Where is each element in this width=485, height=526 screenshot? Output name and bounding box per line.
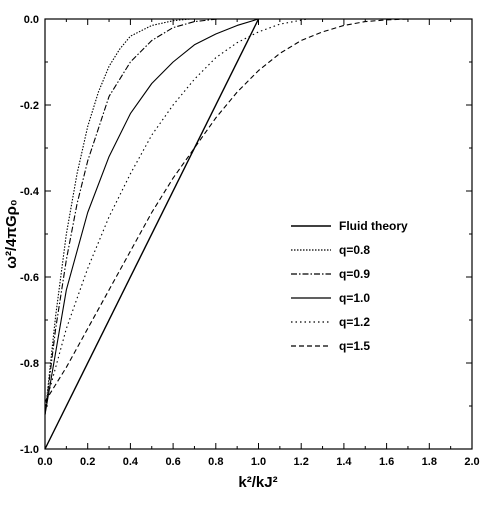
- y-tick-label: -1.0: [20, 444, 39, 456]
- y-tick-label: -0.6: [20, 272, 39, 284]
- x-axis-title: k²/kJ²: [238, 474, 277, 491]
- series-line-3: [44, 18, 259, 415]
- legend-label-0: Fluid theory: [339, 219, 408, 233]
- legend-label-1: q=0.8: [339, 243, 370, 257]
- x-tick-label: 1.8: [422, 456, 437, 468]
- x-tick-label: 1.0: [251, 456, 266, 468]
- plot-frame: [44, 18, 473, 450]
- x-tick-label: 0.0: [37, 456, 52, 468]
- tick-labels: 0.0 0.2 0.4 0.6 0.8 1.0 1.2 1.4 1.6 1.8 2.0 0.0 -0.2…: [20, 14, 480, 468]
- x-tick-label: 1.6: [379, 456, 394, 468]
- series-line-1: [44, 18, 191, 415]
- x-tick-label: 1.4: [336, 456, 352, 468]
- y-tick-label: -0.4: [20, 186, 40, 198]
- series-lines: [44, 18, 408, 450]
- y-tick-label: -0.8: [20, 358, 39, 370]
- legend-label-5: q=1.5: [339, 339, 370, 353]
- x-tick-label: 0.4: [123, 456, 139, 468]
- legend-label-4: q=1.2: [339, 315, 370, 329]
- ticks: [44, 18, 473, 450]
- y-axis-title: ω²/4πGρ₀: [3, 199, 20, 268]
- legend: Fluid theory q=0.8 q=0.9 q=1.0 q=1.2 q=1.5: [291, 219, 408, 353]
- series-line-4: [44, 18, 308, 407]
- legend-label-3: q=1.0: [339, 291, 370, 305]
- x-tick-label: 0.8: [208, 456, 223, 468]
- x-tick-label: 0.6: [165, 456, 180, 468]
- x-tick-label: 1.2: [294, 456, 309, 468]
- x-tick-label: 0.2: [80, 456, 95, 468]
- series-line-2: [44, 18, 219, 415]
- series-line-5: [44, 18, 408, 402]
- series-line-0: [44, 18, 260, 450]
- y-tick-label: -0.2: [20, 100, 39, 112]
- y-tick-label: 0.0: [24, 14, 39, 26]
- legend-label-2: q=0.9: [339, 267, 370, 281]
- x-tick-label: 2.0: [464, 456, 479, 468]
